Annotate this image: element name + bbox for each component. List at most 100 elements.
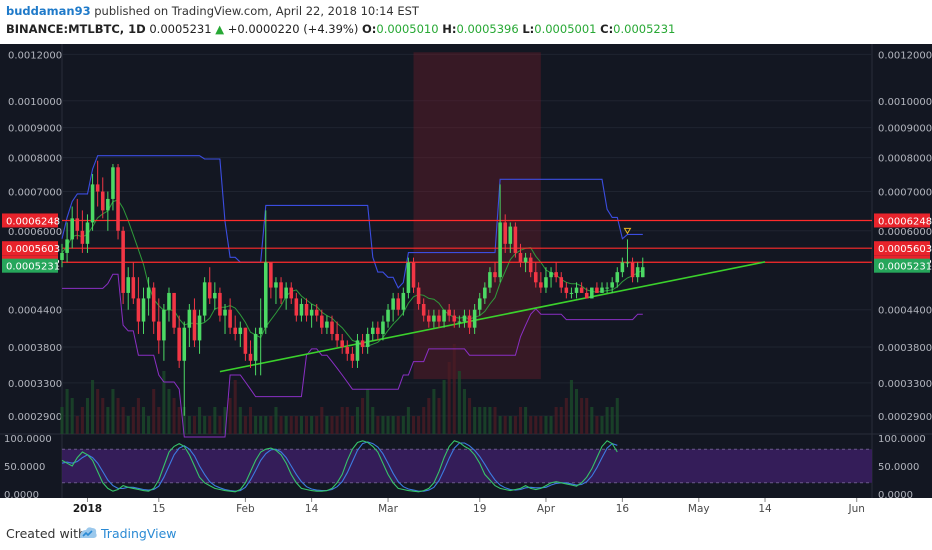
volume-bar	[80, 407, 84, 434]
candle-body	[111, 167, 115, 199]
candle-body	[574, 287, 579, 293]
candle-body	[75, 218, 80, 231]
volume-bar	[518, 407, 523, 434]
volume-bar	[147, 416, 151, 434]
volume-bar	[325, 416, 329, 434]
candle-body	[559, 277, 564, 288]
candle-body	[65, 239, 69, 253]
volume-bar	[335, 416, 339, 434]
volume-bar	[600, 416, 604, 434]
candle-body	[100, 191, 105, 211]
candle-body	[157, 321, 161, 341]
candle-body	[85, 222, 90, 244]
y-tick-label-right: 0.0007000	[878, 188, 932, 199]
candle-body	[330, 321, 334, 334]
open-label: O:	[362, 22, 377, 36]
chart-background	[0, 44, 932, 516]
high-value: 0.0005396	[456, 22, 519, 36]
tradingview-brand[interactable]: TradingView	[101, 526, 177, 541]
oscillator-tick-left: 0.0000	[4, 490, 39, 501]
volume-bar	[116, 398, 120, 434]
volume-bar	[350, 416, 354, 434]
volume-bar	[187, 416, 191, 434]
volume-bar	[96, 389, 100, 434]
volume-bar	[457, 371, 461, 434]
candle-body	[172, 292, 176, 328]
created-with-text: Created with	[6, 526, 86, 541]
volume-bar	[539, 416, 543, 434]
candle-body	[370, 327, 375, 334]
volume-bar	[498, 416, 502, 434]
candle-body	[549, 272, 553, 278]
volume-bar	[473, 407, 477, 434]
volume-bar	[305, 416, 309, 434]
volume-bar	[483, 407, 487, 434]
volume-bar	[361, 398, 365, 434]
volume-bar	[396, 416, 400, 434]
tradingview-logo-icon	[80, 527, 97, 538]
x-tick-label: 19	[473, 503, 486, 515]
candle-body	[131, 277, 136, 299]
signal-triangle-icon	[623, 227, 632, 235]
low-value: 0.0005001	[534, 22, 597, 36]
volume-bar	[167, 389, 171, 434]
blue-indicator-line	[61, 155, 643, 289]
author-link[interactable]: buddaman93	[6, 4, 91, 18]
candle-body	[355, 340, 360, 361]
candle-body	[345, 347, 350, 354]
y-tick-label-right: 0.0010000	[878, 97, 932, 108]
candle-body	[406, 262, 411, 293]
volume-bar	[529, 416, 533, 434]
candle-body	[177, 327, 181, 361]
candle-body	[213, 292, 217, 299]
candle-body	[284, 287, 288, 299]
volume-bar	[259, 416, 263, 434]
x-tick-label: 16	[616, 503, 630, 515]
candle-body	[116, 167, 120, 231]
volume-bar	[243, 416, 247, 434]
volume-bar	[488, 407, 492, 434]
candle-body	[539, 282, 543, 288]
candle-body	[554, 272, 558, 278]
candle-body	[248, 353, 253, 361]
candle-body	[314, 309, 319, 316]
volume-bar	[172, 398, 176, 434]
oscillator-tick-left: 100.0000	[4, 434, 52, 445]
candle-body	[197, 315, 202, 341]
candle-body	[442, 309, 446, 322]
candle-body	[457, 321, 462, 323]
published-text: published on TradingView.com, April 22, …	[94, 4, 419, 18]
price-chart[interactable]: 0.0012000 0.0012000 0.0010000 0.0010000 0.00…	[0, 44, 932, 516]
volume-bar	[269, 416, 273, 434]
volume-bar	[218, 416, 222, 434]
candle-body	[488, 272, 492, 288]
candle-body	[167, 292, 171, 310]
volume-bar	[284, 416, 288, 434]
open-value: 0.0005010	[376, 22, 439, 36]
candle-body	[376, 327, 380, 334]
volume-bar	[605, 407, 609, 434]
price-level-tag-right	[874, 241, 930, 256]
red-shaded-zone	[413, 52, 541, 380]
candle-body	[437, 315, 441, 322]
volume-bar	[126, 416, 130, 434]
volume-bar	[406, 407, 410, 434]
volume-bar	[376, 416, 380, 434]
candle-body	[590, 287, 594, 299]
y-tick-label-right: 0.0006000	[878, 227, 932, 238]
candle-body	[508, 226, 513, 244]
candle-body	[243, 327, 248, 354]
volume-bar	[228, 398, 232, 434]
candle-body	[238, 327, 243, 334]
candle-body	[615, 272, 620, 283]
candle-body	[396, 298, 401, 310]
volume-bar	[381, 416, 385, 434]
volume-bar	[366, 389, 370, 434]
y-tick-label-right: 0.0002900	[878, 412, 932, 423]
volume-bar	[310, 416, 314, 434]
volume-bar	[248, 407, 253, 434]
volume-bar	[208, 416, 212, 434]
volume-bar	[508, 416, 512, 434]
close-value: 0.0005231	[613, 22, 676, 36]
candle-body	[60, 252, 64, 260]
